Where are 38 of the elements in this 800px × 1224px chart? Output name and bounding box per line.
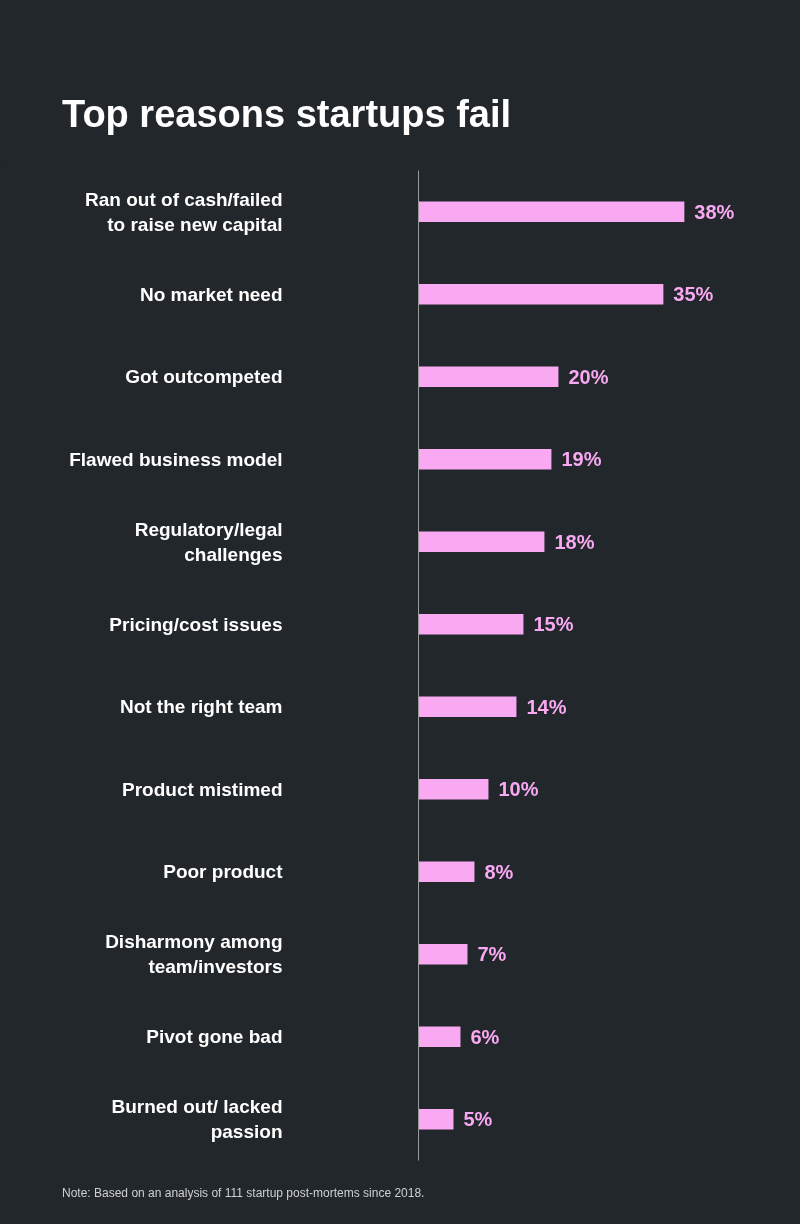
y-tick-label: Pricing/cost issues (109, 613, 283, 635)
data-label: 14% (526, 695, 567, 718)
y-tick-label: Ran out of cash/failed to raise new capital (85, 188, 283, 235)
y-tick-label: Flawed business model (69, 448, 283, 470)
bar (418, 613, 524, 635)
bar (418, 1108, 454, 1130)
bar (418, 696, 517, 718)
data-label: 20% (568, 365, 609, 388)
data-label: 15% (533, 613, 574, 636)
bar (418, 201, 685, 223)
bar (418, 448, 552, 470)
data-label: 19% (561, 448, 602, 471)
data-label: 38% (694, 200, 735, 223)
y-tick-label: Regulatory/legal challenges (134, 518, 283, 565)
bar (418, 283, 664, 305)
bar (418, 861, 475, 883)
y-tick-label: Not the right team (119, 696, 283, 718)
text: Note: Based on an analysis of 111 startup post-mortems since 2018. (62, 1185, 425, 1202)
bar (418, 943, 468, 965)
y-tick-label: Got outcompeted (125, 366, 283, 388)
data-label: 35% (673, 283, 714, 306)
y-tick-label: Burned out/ lacked passion (111, 1096, 283, 1143)
data-label: 7% (477, 943, 507, 966)
y-tick-label: Pivot gone bad (146, 1026, 283, 1048)
chart-title: Top reasons startups fail (62, 92, 512, 137)
data-label: 8% (484, 860, 514, 883)
bar (418, 531, 545, 553)
data-label: 5% (463, 1108, 493, 1131)
bar (418, 366, 559, 388)
bar (418, 1026, 461, 1048)
data-label: 18% (554, 530, 595, 553)
data-label: 10% (498, 778, 539, 801)
data-label: 6% (470, 1025, 500, 1048)
y-tick-label: Product mistimed (122, 778, 283, 800)
y-tick-label: Poor product (163, 861, 284, 883)
bar (418, 778, 489, 800)
y-tick-label: No market need (139, 283, 283, 305)
y-tick-label: Disharmony among team/investors (105, 931, 283, 978)
